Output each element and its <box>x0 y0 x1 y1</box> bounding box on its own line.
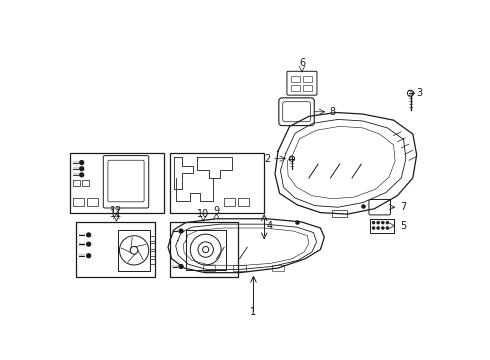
Circle shape <box>179 265 183 269</box>
Text: 6: 6 <box>299 58 305 68</box>
Circle shape <box>381 226 384 230</box>
Circle shape <box>377 226 380 230</box>
Bar <box>370 219 393 233</box>
Bar <box>70 153 164 213</box>
Bar <box>224 198 235 206</box>
Text: 12: 12 <box>110 206 122 216</box>
Text: 9: 9 <box>214 206 220 216</box>
Bar <box>150 236 155 241</box>
Bar <box>186 230 226 270</box>
Bar <box>74 180 80 186</box>
Circle shape <box>377 221 380 224</box>
Bar <box>233 265 245 271</box>
Bar <box>171 153 264 213</box>
Circle shape <box>87 254 91 258</box>
Bar <box>74 198 84 206</box>
Circle shape <box>372 221 375 224</box>
Circle shape <box>87 242 91 246</box>
Text: 3: 3 <box>416 88 422 98</box>
Bar <box>118 230 150 271</box>
Circle shape <box>87 233 91 237</box>
Bar <box>332 210 347 217</box>
Text: 11: 11 <box>110 209 122 219</box>
Bar <box>303 76 312 82</box>
Bar <box>203 265 215 271</box>
Text: 10: 10 <box>197 209 210 219</box>
Bar <box>150 259 155 264</box>
Bar <box>238 198 249 206</box>
Bar <box>303 85 312 91</box>
Bar <box>291 85 300 91</box>
Text: 4: 4 <box>267 221 272 231</box>
Bar <box>171 222 238 277</box>
Bar <box>76 222 155 277</box>
Text: 2: 2 <box>264 154 270 164</box>
Text: 1: 1 <box>250 307 256 316</box>
Text: 7: 7 <box>400 202 406 212</box>
Circle shape <box>372 226 375 230</box>
Bar <box>150 251 155 256</box>
Text: 5: 5 <box>400 221 406 231</box>
Circle shape <box>381 221 384 224</box>
Bar <box>150 243 155 249</box>
Circle shape <box>179 229 183 233</box>
Bar <box>272 265 284 271</box>
Bar <box>87 198 98 206</box>
Circle shape <box>80 173 84 177</box>
Bar <box>291 76 300 82</box>
Circle shape <box>386 226 389 230</box>
Circle shape <box>80 161 84 165</box>
Circle shape <box>386 221 389 224</box>
Circle shape <box>80 167 84 171</box>
Text: 8: 8 <box>329 107 335 117</box>
Bar <box>82 180 89 186</box>
